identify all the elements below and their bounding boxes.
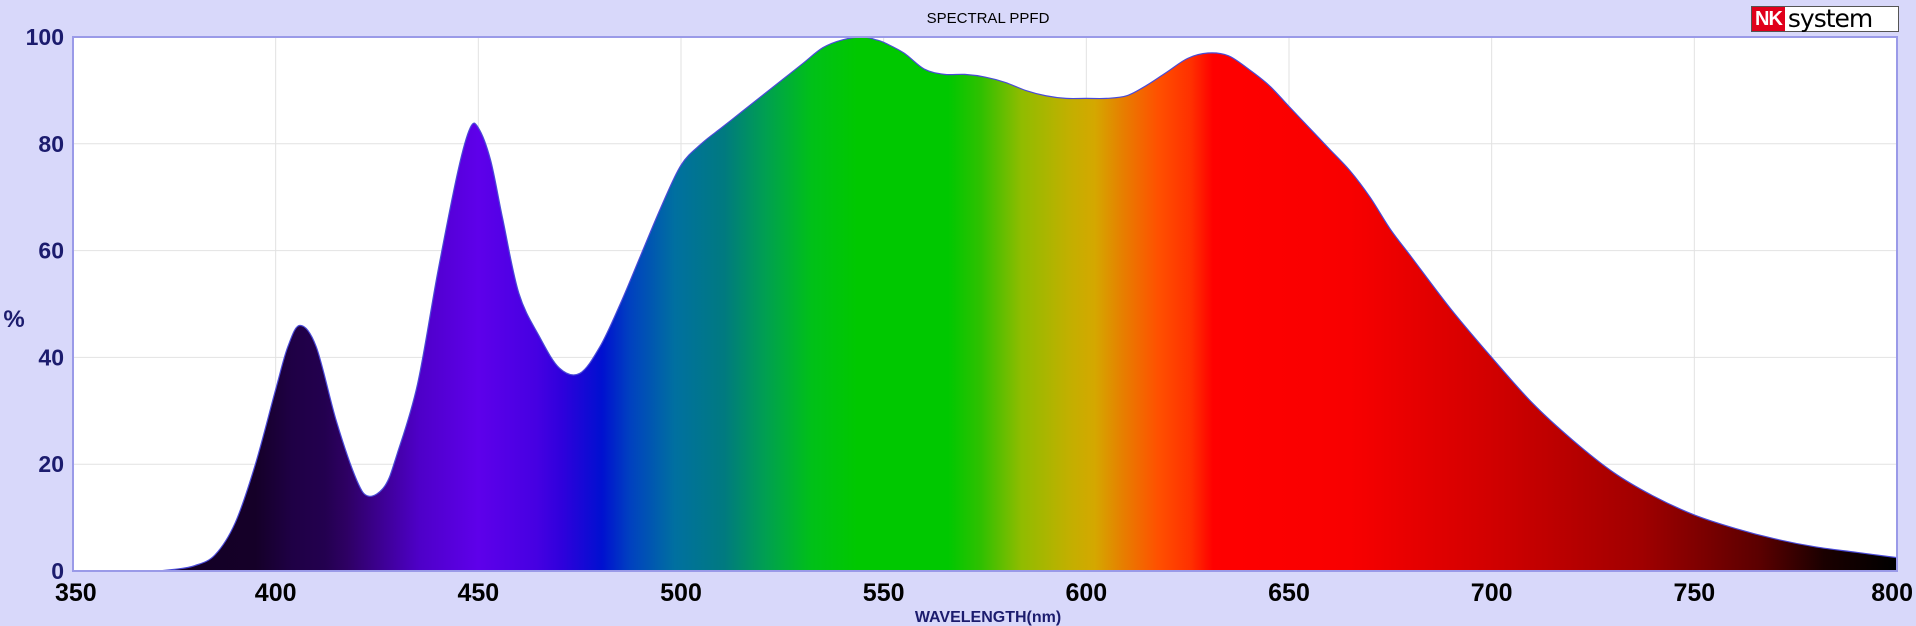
x-tick-label: 500 bbox=[660, 579, 702, 607]
x-tick-label: 600 bbox=[1065, 579, 1107, 607]
spectrum-area bbox=[73, 37, 1897, 571]
y-tick-label: 100 bbox=[26, 24, 64, 50]
y-axis-label: % bbox=[3, 306, 24, 333]
x-tick-label: 400 bbox=[255, 579, 297, 607]
y-tick-label: 0 bbox=[51, 558, 64, 584]
logo-nk-text: NK bbox=[1752, 7, 1785, 31]
x-tick-label: 450 bbox=[457, 579, 499, 607]
y-tick-label: 20 bbox=[38, 451, 64, 477]
x-tick-label: 550 bbox=[863, 579, 905, 607]
y-axis-ticks: 0 20 40 60 80 100 bbox=[26, 24, 64, 584]
nk-system-logo: NK system bbox=[1751, 6, 1899, 32]
logo-system-text: system bbox=[1787, 4, 1873, 33]
x-tick-label: 800 bbox=[1871, 579, 1913, 607]
x-tick-label: 650 bbox=[1268, 579, 1310, 607]
x-tick-label: 700 bbox=[1471, 579, 1513, 607]
spectrum-outline bbox=[72, 36, 1898, 572]
y-tick-label: 40 bbox=[38, 344, 64, 370]
x-tick-label: 750 bbox=[1673, 579, 1715, 607]
x-tick-label: 350 bbox=[55, 579, 97, 607]
plot-border bbox=[72, 36, 1898, 572]
chart-title: SPECTRAL PPFD bbox=[927, 10, 1050, 27]
x-axis-label: WAVELENGTH(nm) bbox=[915, 609, 1061, 626]
x-axis-ticks: 350 400 450 500 550 600 650 700 750 800 bbox=[55, 579, 1913, 607]
y-tick-label: 60 bbox=[38, 238, 64, 264]
y-tick-label: 80 bbox=[38, 131, 64, 157]
